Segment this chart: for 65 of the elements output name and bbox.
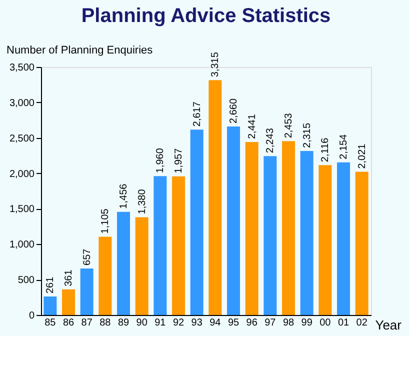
bar [117,212,130,315]
y-tick-label: 2,500 [9,133,35,144]
data-label: 2,453 [284,112,294,138]
bar [135,217,148,315]
y-tick-label: 3,000 [9,98,35,109]
y-tick-label: 0 [28,310,35,322]
bar [300,150,314,315]
bar [337,162,350,315]
x-tick-label: 91 [154,318,166,328]
y-tick-label: 1,000 [9,240,35,251]
chart-title: Planning Advice Statistics [81,5,331,27]
x-tick-label: 92 [172,318,184,328]
y-tick-label: 1,500 [9,204,35,216]
data-label: 2,617 [192,101,203,127]
x-tick-label: 90 [136,318,148,328]
x-tick-label: 97 [264,318,276,328]
x-tick-label: 01 [338,318,350,328]
data-label: 261 [45,276,56,294]
data-label: 2,021 [356,143,368,169]
bar [245,142,258,315]
data-label: 2,441 [246,114,258,140]
bar [62,289,75,315]
bar [318,165,332,315]
data-label: 2,154 [338,134,350,160]
x-tick-label: 02 [356,318,368,328]
data-label: 2,660 [228,98,240,124]
bar [190,130,204,315]
data-label: 2,243 [265,128,276,154]
y-tick-label: 500 [18,275,35,286]
x-tick-label: 93 [191,318,203,328]
x-tick-label: 86 [62,318,74,328]
bar [80,268,94,315]
bar [355,172,368,315]
y-axis-title: Number of Planning Enquiries [6,44,154,56]
data-label: 1,960 [155,148,166,174]
data-label: 1,957 [174,148,184,174]
data-label: 2,116 [320,137,332,162]
x-tick-label: 87 [81,318,93,328]
bar [282,141,295,315]
x-axis-title: Year [375,318,402,332]
bar [227,126,240,315]
bar [208,80,222,315]
data-label: 1,105 [100,208,112,234]
data-label: 1,456 [118,183,130,209]
data-label: 3,315 [210,52,222,78]
x-tick-label: 95 [228,318,240,328]
x-tick-label: 99 [301,318,313,328]
x-tick-label: 98 [282,318,294,328]
data-label: 2,315 [302,122,313,148]
bar [154,176,167,315]
y-tick-label: 2,000 [9,168,35,180]
x-tick-label: 88 [100,318,112,328]
y-tick-label: 3,500 [9,62,35,74]
x-tick-label: 94 [210,318,222,328]
bar [44,296,57,315]
x-tick-label: 96 [246,318,258,328]
x-tick-label: 85 [44,318,56,328]
bar [98,236,112,315]
x-tick-label: 89 [118,318,130,328]
data-label: 657 [82,248,93,266]
x-tick-label: 00 [320,318,332,328]
data-label: 361 [64,269,74,286]
bar [264,156,277,315]
data-label: 1,380 [136,188,148,214]
bar [172,176,185,315]
